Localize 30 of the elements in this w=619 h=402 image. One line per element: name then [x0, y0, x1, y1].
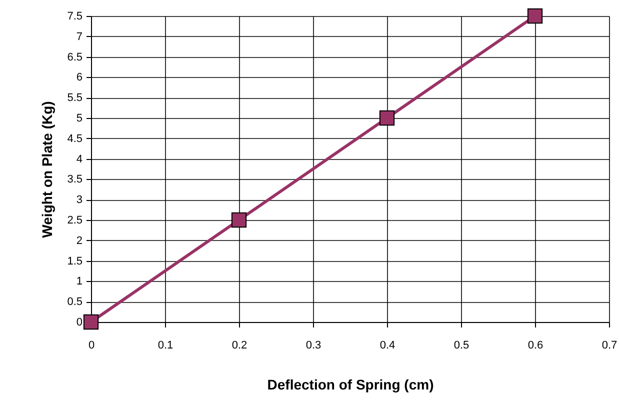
y-tick-label: 5: [76, 112, 82, 124]
x-tick-label: 0.6: [528, 340, 544, 352]
x-tick-label: 0.3: [306, 340, 322, 352]
y-tick-label: 6: [76, 72, 82, 84]
y-tick-label: 7.5: [67, 10, 82, 22]
x-axis-title: Deflection of Spring (cm): [267, 376, 434, 392]
y-tick-label: 0: [76, 316, 82, 328]
x-tick-label: 0.5: [454, 340, 470, 352]
y-tick-label: 1: [76, 276, 82, 288]
x-tick-label: 0.7: [602, 340, 618, 352]
point: [83, 314, 99, 330]
y-tick-label: 2: [76, 234, 82, 247]
y-tick-label: 4.5: [67, 132, 82, 145]
x-tick-label: 0: [88, 340, 95, 352]
x-tick-label: 0.2: [232, 340, 248, 352]
y-tick-label: 3.5: [67, 174, 82, 186]
y-tick-label: 4: [76, 153, 82, 166]
point: [527, 8, 543, 24]
x-tick-label: 0.4: [380, 340, 396, 352]
y-tick-label: 2.5: [67, 214, 82, 226]
y-axis-title: Weight on Plate (Kg): [39, 101, 56, 238]
y-tick-label: 6.5: [67, 51, 82, 64]
point: [231, 212, 247, 228]
y-tick-label: 5.5: [67, 92, 82, 104]
point: [379, 110, 395, 126]
y-tick-label: 7: [76, 30, 82, 43]
y-tick-label: 0.5: [67, 296, 82, 308]
y-tick-label: 3: [76, 194, 82, 206]
y-tick-label: 1.5: [67, 255, 82, 268]
x-tick-label: 0.1: [158, 340, 174, 352]
